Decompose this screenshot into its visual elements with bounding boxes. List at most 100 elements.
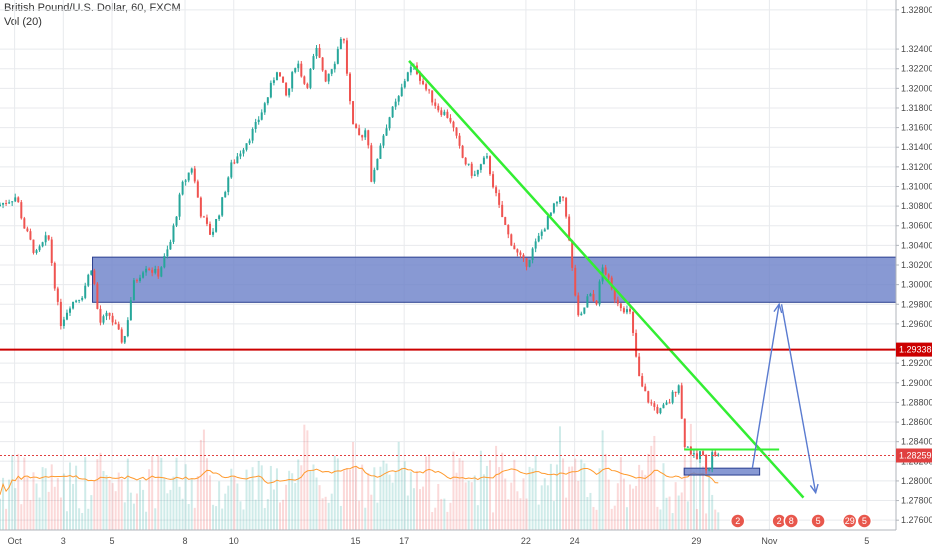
volume-bar <box>336 458 339 530</box>
volume-bar <box>589 492 592 530</box>
candle-body <box>78 299 81 301</box>
volume-bar <box>175 457 178 530</box>
candle-body <box>519 252 522 255</box>
candle-body <box>589 293 592 297</box>
volume-bar <box>272 489 275 530</box>
candle-body <box>613 288 616 300</box>
volume-bar <box>327 502 330 530</box>
volume-bar <box>260 465 263 530</box>
volume-bar <box>650 445 653 530</box>
volume-bar <box>443 498 446 530</box>
candle-body <box>123 336 126 343</box>
candle-body <box>537 235 540 242</box>
time-tick-label: 17 <box>399 536 409 546</box>
volume-bar <box>139 480 141 530</box>
candle-body <box>607 274 610 278</box>
candle-body <box>397 96 400 102</box>
volume-bar <box>361 464 364 530</box>
volume-bar <box>178 486 181 530</box>
price-tick-label: 1.29000 <box>901 378 932 388</box>
volume-bar <box>218 481 221 530</box>
volume-bar <box>692 471 695 530</box>
volume-bar <box>108 479 111 530</box>
time-tick-label: 8 <box>183 536 188 546</box>
price-tick-label: 1.32200 <box>901 64 932 74</box>
volume-bar <box>306 430 309 530</box>
price-tick-label: 1.29600 <box>901 319 932 329</box>
candle-body <box>327 73 330 82</box>
price-tick-label: 1.28800 <box>901 397 932 407</box>
candle-body <box>683 418 686 447</box>
candle-body <box>610 277 613 289</box>
volume-bar <box>358 500 361 530</box>
volume-bar <box>461 460 464 530</box>
volume-bar <box>549 463 552 530</box>
candle-body <box>260 112 263 120</box>
candle-body <box>452 121 455 128</box>
volume-bar <box>257 461 260 530</box>
candle-body <box>263 103 266 113</box>
volume-bar <box>126 458 129 530</box>
candle-body <box>282 76 285 83</box>
candle-body <box>522 254 525 259</box>
candle-body <box>662 404 665 409</box>
volume-bar <box>90 495 93 530</box>
volume-bar <box>47 491 50 530</box>
projection-up-arrow-head <box>773 302 783 314</box>
candle-body <box>479 164 482 170</box>
candle-body <box>644 386 647 392</box>
volume-bar <box>641 470 644 530</box>
volume-bar <box>434 507 437 530</box>
volume-bar <box>193 507 196 530</box>
volume-bar <box>406 495 409 530</box>
volume-bar <box>59 497 62 530</box>
volume-bar <box>391 482 394 530</box>
price-tick-label: 1.28600 <box>901 417 932 427</box>
candle-body <box>135 280 138 282</box>
candle-body <box>230 162 233 178</box>
volume-bars <box>0 423 720 530</box>
candle-body <box>555 202 558 204</box>
price-tick-label: 1.29800 <box>901 299 932 309</box>
price-tick-label: 1.30400 <box>901 240 932 250</box>
price-tick-label: 1.31200 <box>901 162 932 172</box>
volume-bar <box>279 502 281 530</box>
candle-body <box>239 153 242 157</box>
volume-bar <box>498 467 501 530</box>
candle-body <box>81 297 84 300</box>
candle-body <box>577 295 580 316</box>
candle-body <box>446 111 449 118</box>
volume-bar <box>117 472 120 530</box>
candle-body <box>32 239 35 253</box>
candle-body <box>306 83 309 88</box>
volume-bar <box>151 456 154 530</box>
candle-body <box>668 402 671 404</box>
time-tick-label: 5 <box>109 536 114 546</box>
time-axis[interactable]: Oct 3 5 8 10 15 17 22 24 29 Nov 5 <box>0 529 932 550</box>
volume-bar <box>26 477 29 530</box>
volume-bar <box>212 504 215 530</box>
volume-bar <box>65 511 68 530</box>
candle-body <box>492 174 495 188</box>
volume-bar <box>0 498 1 530</box>
candle-body <box>154 268 157 273</box>
volume-bar <box>330 493 333 530</box>
volume-bar <box>708 469 711 530</box>
candle-body <box>129 300 132 321</box>
time-tick-label: 3 <box>61 536 66 546</box>
candle-body <box>586 296 589 308</box>
volume-bar <box>674 482 677 530</box>
candle-body <box>5 202 8 204</box>
candle-body <box>406 72 409 82</box>
volume-bar <box>562 458 565 530</box>
volume-bar <box>8 479 11 530</box>
price-axis[interactable]: 1.32800 1.32400 1.32200 1.32000 1.31800 1.316… <box>895 0 932 550</box>
candle-body <box>175 216 178 226</box>
event-markers[interactable]: 2 2 8 5 29 5 <box>729 513 873 529</box>
candle-body <box>598 281 601 305</box>
volume-bar <box>309 470 312 530</box>
volume-bar <box>586 497 589 530</box>
volume-bar <box>142 489 145 530</box>
volume-bar <box>294 482 297 530</box>
